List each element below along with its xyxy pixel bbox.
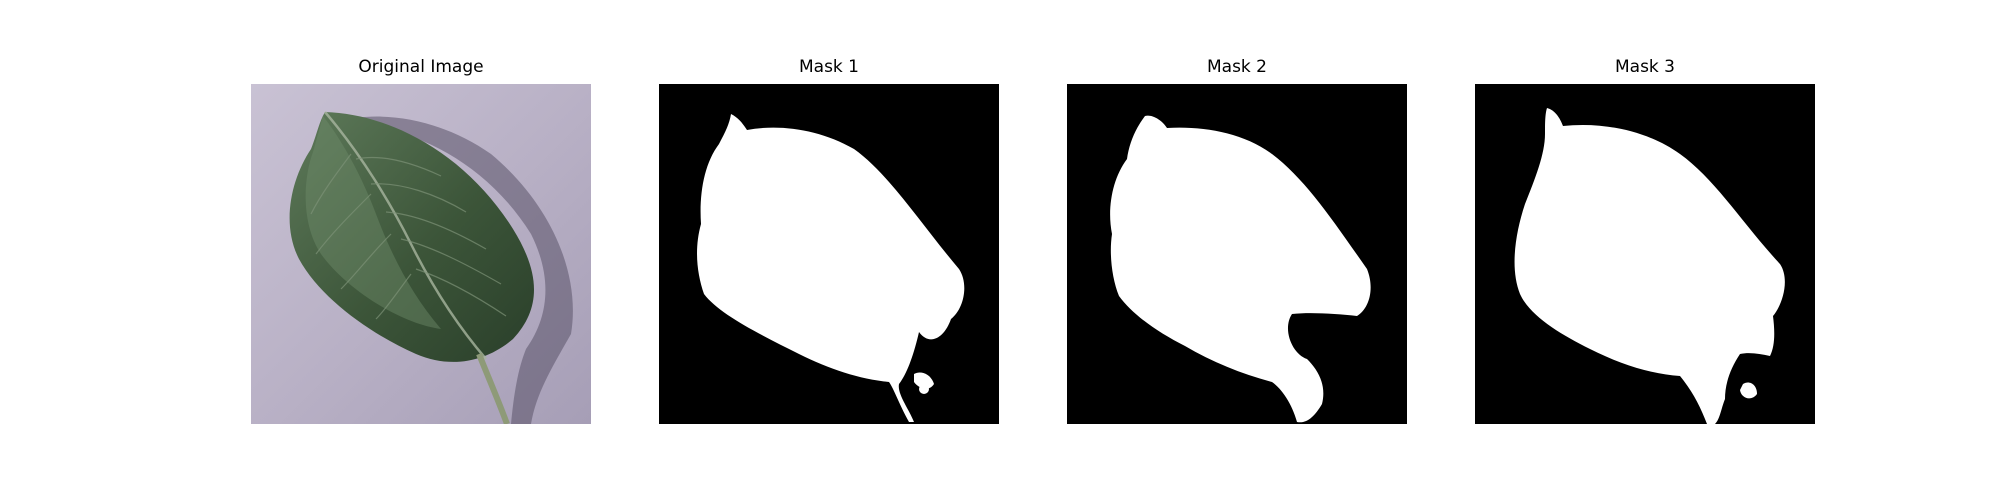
mask-3-image	[1475, 84, 1815, 424]
mask-2-image	[1067, 84, 1407, 424]
leaf-photo	[251, 84, 591, 424]
mask-3	[1475, 84, 1815, 424]
panel-title: Mask 2	[1206, 57, 1267, 77]
original-image	[251, 84, 591, 424]
mask-1	[659, 84, 999, 424]
mask-2	[1067, 84, 1407, 424]
panel-title: Original Image	[358, 57, 484, 77]
panel-title: Mask 1	[798, 57, 859, 77]
mask-1-image	[659, 84, 999, 424]
panel-title: Mask 3	[1614, 57, 1675, 77]
